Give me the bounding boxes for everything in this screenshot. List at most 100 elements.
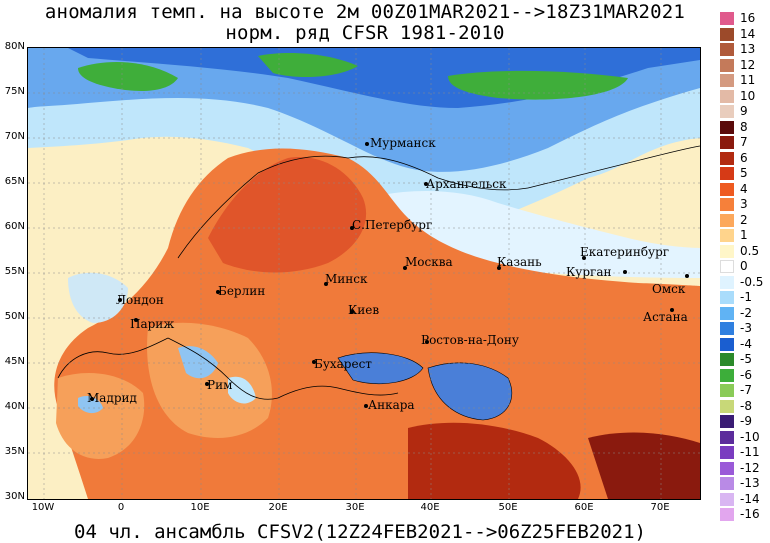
coastline	[527, 145, 700, 189]
city-dot	[425, 340, 429, 344]
coastline	[347, 156, 529, 191]
legend-swatch	[720, 368, 734, 382]
city-dot	[582, 256, 586, 260]
legend-label: 0.5	[740, 243, 760, 258]
legend-label: -9	[740, 414, 752, 428]
city-label: Рим	[207, 378, 233, 392]
warm-core	[208, 157, 367, 273]
city-label: Минск	[325, 272, 368, 286]
legend-label: -8	[740, 398, 752, 413]
coastline	[177, 155, 349, 259]
legend-swatch	[720, 384, 734, 397]
legend-swatch	[720, 260, 734, 273]
legend-swatch	[720, 477, 734, 490]
legend-label: -7	[740, 383, 752, 397]
legend-swatch	[720, 182, 734, 196]
uk-cool-mix	[68, 272, 128, 323]
legend-swatch	[720, 120, 734, 134]
lat-label: 65N	[4, 176, 25, 187]
coastline	[167, 337, 279, 400]
city-label: Бухарест	[314, 357, 372, 371]
legend-swatch	[720, 446, 734, 459]
city-label: Курган	[566, 265, 612, 279]
legend-label: -12	[740, 460, 760, 475]
hot-spot	[588, 432, 700, 499]
legend-swatch	[720, 430, 734, 444]
legend-swatch	[720, 337, 734, 351]
legend-label: -10	[740, 429, 760, 444]
legend-label: -13	[740, 476, 760, 490]
lon-label: 60E	[574, 502, 594, 513]
legend-label: 8	[740, 119, 748, 134]
legend-label: -6	[740, 367, 752, 382]
color-legend: 16 14 13 12 11 10 9 8 7 6 5 4 3 2 1 0.5 0 -0.5 -1 -2 -3 -4 -5-…	[720, 12, 770, 532]
lat-label: 35N	[4, 446, 25, 457]
legend-label: 16	[740, 11, 756, 25]
legend-label: 12	[740, 57, 756, 72]
lon-label: 20E	[268, 502, 288, 513]
city-label: Архангельск	[426, 177, 507, 191]
city-dot	[685, 274, 689, 278]
legend-label: -1	[740, 290, 752, 304]
green-patch	[78, 62, 178, 91]
city-label: Париж	[130, 317, 175, 331]
hot-spot	[408, 422, 581, 499]
caspian-sea	[427, 362, 513, 421]
city-label: Берлин	[218, 284, 266, 298]
city-label: Лондон	[116, 293, 164, 307]
legend-swatch	[720, 198, 734, 211]
legend-swatch	[720, 322, 734, 335]
legend-swatch	[720, 105, 734, 118]
anomaly-map[interactable]	[27, 47, 701, 500]
city-dot	[670, 308, 674, 312]
legend-swatch	[720, 461, 734, 475]
legend-swatch	[720, 213, 734, 227]
city-dot	[424, 182, 428, 186]
legend-label: -5	[740, 352, 752, 366]
legend-swatch	[720, 136, 734, 149]
green-patch	[258, 53, 358, 78]
legend-swatch	[720, 43, 734, 56]
green-patch	[448, 70, 628, 100]
legend-label: 1	[740, 228, 748, 242]
legend-swatch	[720, 74, 734, 87]
city-dot	[324, 282, 328, 286]
city-dot	[134, 318, 138, 322]
city-dot	[623, 270, 627, 274]
anomaly-field	[28, 48, 700, 499]
legend-label: 9	[740, 104, 748, 118]
coastline	[277, 385, 399, 399]
legend-swatch	[720, 508, 734, 521]
grid	[28, 48, 700, 499]
legend-label: -2	[740, 305, 752, 320]
legend-label: -16	[740, 507, 760, 521]
city-dot	[205, 382, 209, 386]
legend-swatch	[720, 291, 734, 304]
legend-label: 5	[740, 166, 748, 180]
lon-label: 30E	[345, 502, 365, 513]
city-dot	[497, 266, 501, 270]
map-title: аномалия темп. на высоте 2м 00Z01MAR2021…	[44, 1, 686, 23]
black-sea	[337, 352, 424, 385]
lat-label: 50N	[4, 311, 25, 322]
lat-label: 55N	[4, 266, 25, 277]
legend-label: 7	[740, 135, 748, 149]
city-label: Казань	[497, 255, 542, 269]
lat-label: 75N	[4, 86, 25, 97]
legend-label: 14	[740, 26, 756, 41]
city-dot	[312, 360, 316, 364]
legend-swatch	[720, 89, 734, 103]
city-label: Екатеринбург	[580, 245, 670, 259]
legend-label: 10	[740, 88, 756, 103]
lon-label: 0	[117, 502, 125, 513]
city-dot	[118, 298, 122, 302]
city-label: Анкара	[368, 398, 415, 412]
legend-label: -3	[740, 321, 752, 335]
city-label: Москва	[405, 255, 453, 269]
city-dot	[90, 397, 94, 401]
legend-swatch	[720, 58, 734, 72]
legend-swatch	[720, 492, 734, 506]
lat-label: 30N	[4, 491, 25, 502]
legend-label: -4	[740, 336, 752, 351]
city-label: С.Петербург	[352, 218, 433, 232]
